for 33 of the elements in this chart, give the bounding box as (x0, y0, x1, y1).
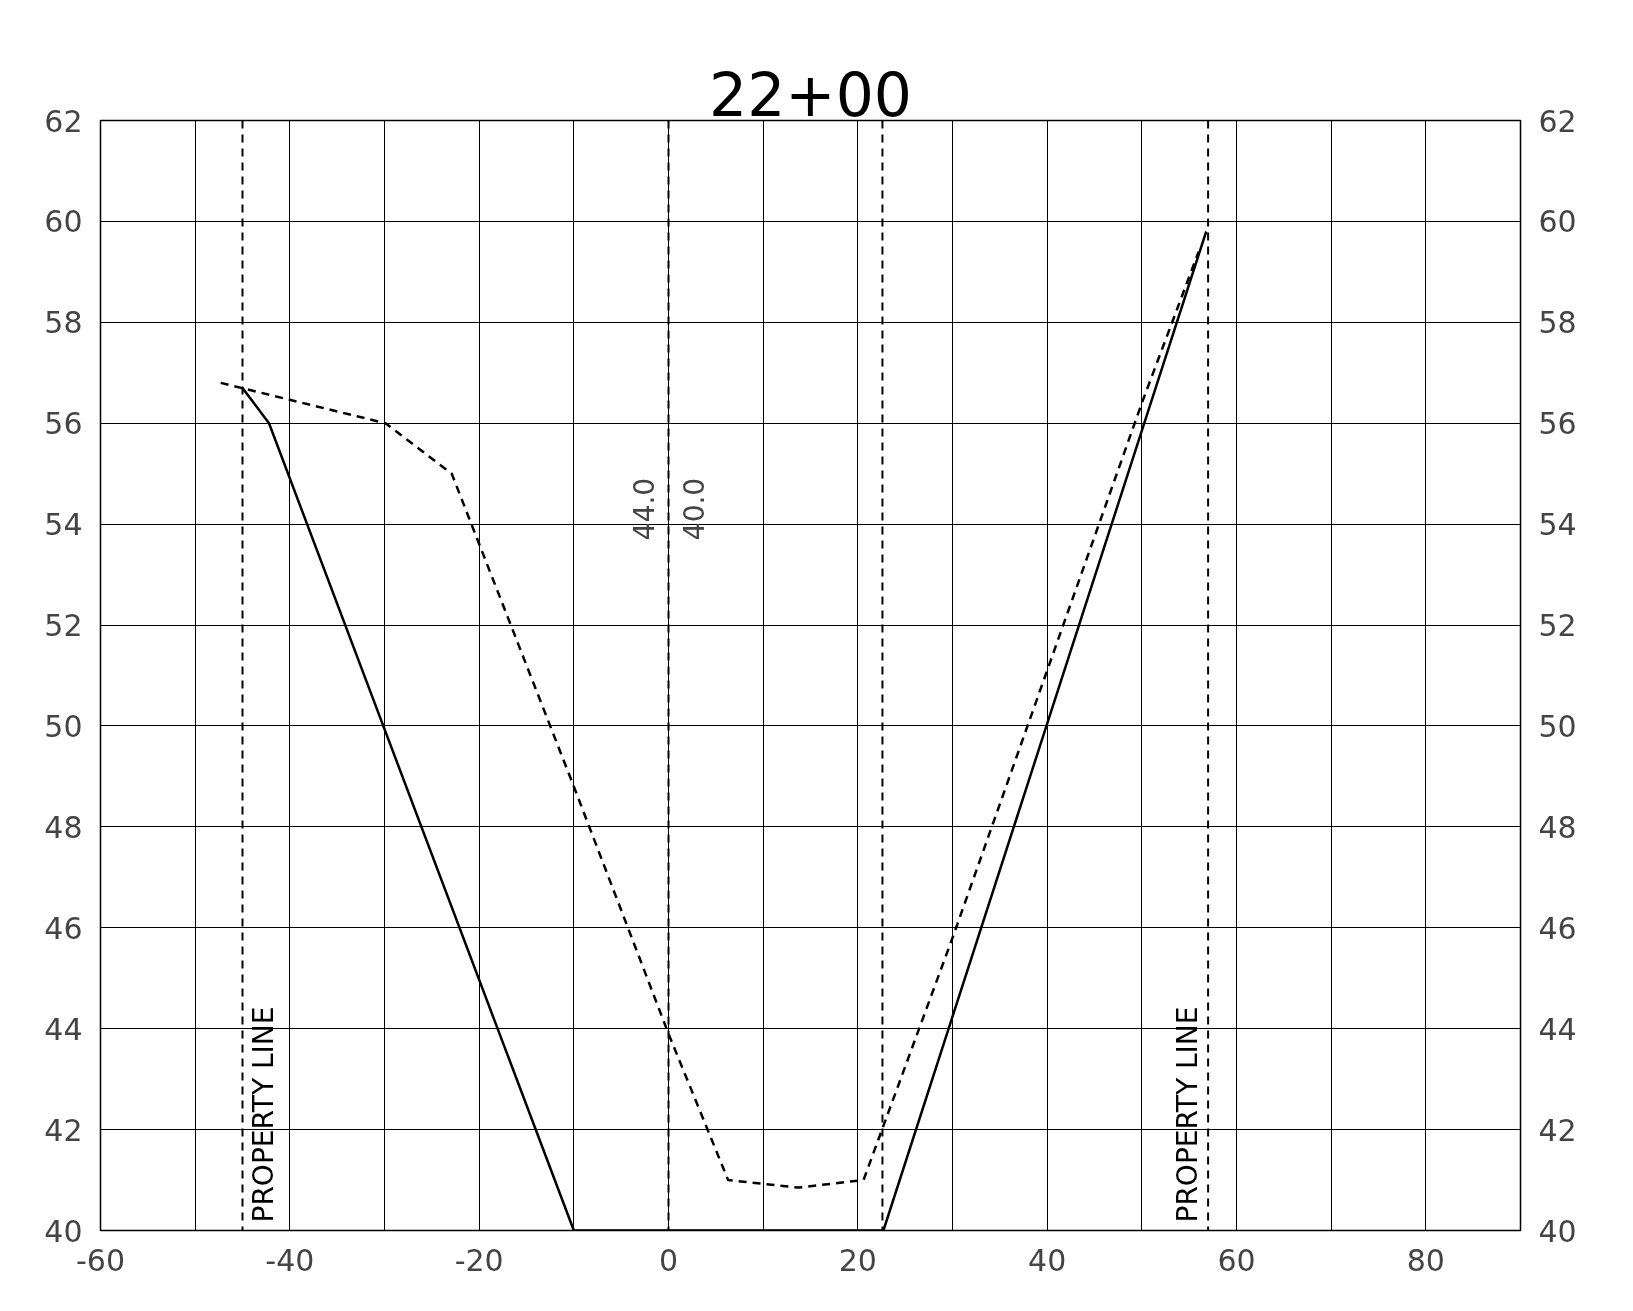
annotation: 40.0 (678, 477, 711, 541)
y-tick-label: 46 (44, 910, 83, 946)
y2-tick-label: 40 (1538, 1213, 1577, 1249)
y2-tick-label: 50 (1538, 708, 1577, 744)
y-tick-label: 58 (44, 305, 83, 341)
y2-tick-label: 58 (1538, 305, 1577, 341)
chart-title: 22+00 (709, 59, 912, 130)
y-tick-label: 60 (44, 204, 83, 240)
y2-tick-label: 60 (1538, 204, 1577, 240)
x-tick-label: -20 (454, 1242, 504, 1278)
x-tick-label: 40 (1028, 1242, 1067, 1278)
y2-tick-label: 52 (1538, 608, 1577, 644)
y-tick-label: 50 (44, 708, 83, 744)
y-tick-label: 48 (44, 809, 83, 845)
y2-tick-label: 46 (1538, 910, 1577, 946)
y-tick-label: 62 (44, 103, 83, 139)
y2-tick-label: 54 (1538, 507, 1577, 543)
y2-tick-label: 44 (1538, 1011, 1577, 1047)
y-tick-label: 56 (44, 406, 83, 442)
y-tick-label: 54 (44, 507, 83, 543)
y2-tick-label: 62 (1538, 103, 1577, 139)
x-tick-label: -40 (265, 1242, 315, 1278)
x-tick-label: 60 (1217, 1242, 1256, 1278)
y2-tick-label: 48 (1538, 809, 1577, 845)
y-tick-label: 44 (44, 1011, 83, 1047)
y2-tick-label: 56 (1538, 406, 1577, 442)
y-tick-label: 42 (44, 1112, 83, 1148)
y2-tick-label: 42 (1538, 1112, 1577, 1148)
y-tick-label: 52 (44, 608, 83, 644)
annotation: 44.0 (628, 477, 661, 541)
x-tick-label: 0 (658, 1242, 679, 1278)
x-tick-label: 20 (838, 1242, 877, 1278)
x-tick-label: 80 (1406, 1242, 1445, 1278)
